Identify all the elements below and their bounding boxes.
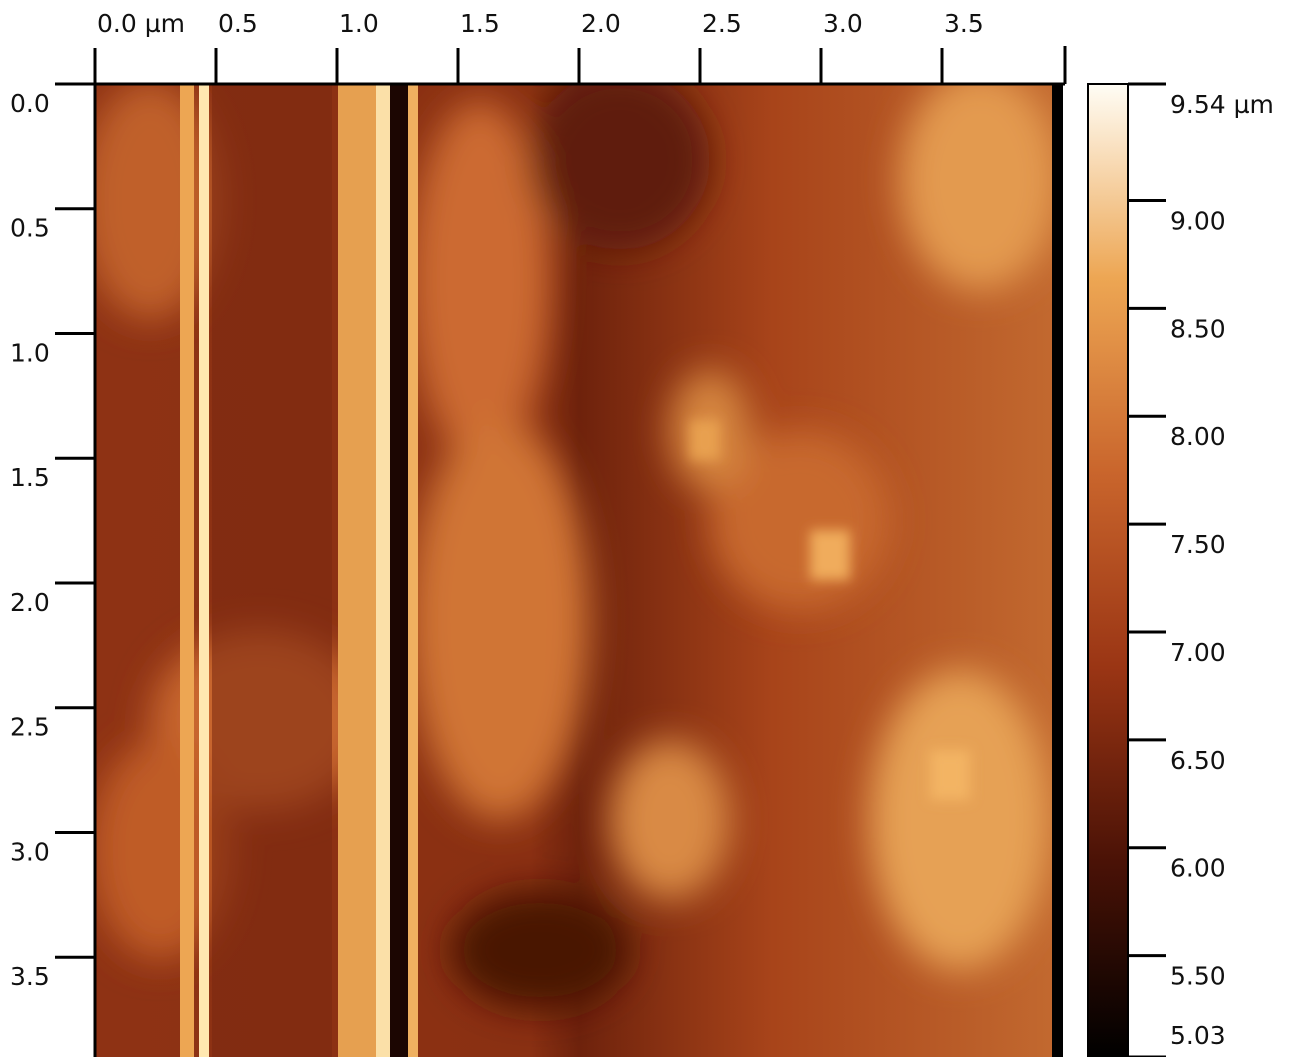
y-tick-label: 0.0 (10, 89, 50, 118)
x-tick-label: 3.0 (823, 9, 863, 38)
y-tick-label: 0.5 (10, 214, 50, 243)
colorbar-tick-label: 8.50 (1170, 314, 1226, 343)
y-tick-label: 1.0 (10, 338, 50, 367)
colorbar (1087, 83, 1129, 1057)
y-tick-label: 1.5 (10, 463, 50, 492)
y-tick-label: 3.0 (10, 837, 50, 866)
height-image (95, 84, 1063, 1057)
colorbar-tick-label: 9.54 µm (1170, 90, 1274, 119)
colorbar-tick-label: 9.00 (1170, 207, 1226, 236)
colorbar-tick-label: 5.03 (1170, 1021, 1226, 1050)
x-tick-label: 1.0 (339, 9, 379, 38)
colorbar-tick-label: 7.00 (1170, 638, 1226, 667)
x-tick-label: 2.5 (702, 9, 742, 38)
colorbar-tick-label: 7.50 (1170, 530, 1226, 559)
colorbar-tick-label: 6.50 (1170, 746, 1226, 775)
x-tick-label: 0.5 (218, 9, 258, 38)
x-tick-label: 1.5 (460, 9, 500, 38)
x-tick-label: 0.0 µm (97, 9, 185, 38)
colorbar-tick-label: 5.50 (1170, 962, 1226, 991)
colorbar-tick-label: 6.00 (1170, 854, 1226, 883)
y-tick-label: 2.0 (10, 588, 50, 617)
y-tick-label: 3.5 (10, 962, 50, 991)
x-tick-label: 3.5 (944, 9, 984, 38)
colorbar-tick-label: 8.00 (1170, 422, 1226, 451)
y-tick-label: 2.5 (10, 713, 50, 742)
x-tick-label: 2.0 (581, 9, 621, 38)
